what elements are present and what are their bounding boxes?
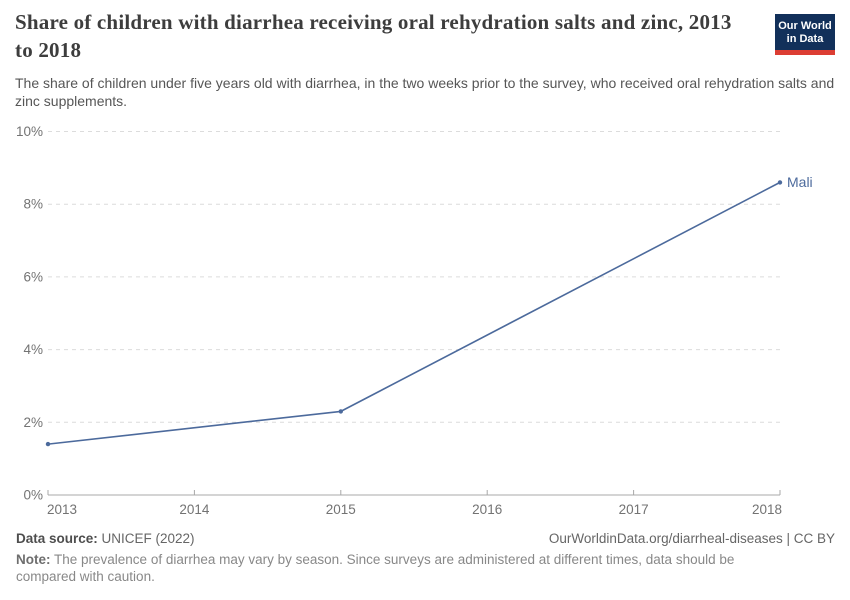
data-line[interactable] bbox=[47, 181, 781, 445]
sources-row: Data source: UNICEF (2022) OurWorldinDat… bbox=[16, 531, 835, 546]
page-title: Share of children with diarrhea receivin… bbox=[15, 10, 732, 62]
x-tick-label: 2016 bbox=[472, 502, 502, 517]
y-tick-label: 4% bbox=[23, 342, 43, 357]
y-tick-label: 0% bbox=[23, 488, 43, 503]
owid-logo-line2: in Data bbox=[786, 33, 824, 45]
owid-logo-line1: Our World bbox=[778, 20, 832, 32]
x-tick-label: 2018 bbox=[752, 502, 782, 517]
note-label: Note: bbox=[16, 552, 51, 567]
line-chart[interactable]: 0% 2% 4% 6% 8% 10% 2013 2014 2015 2016 2017 2018 Mal… bbox=[0, 118, 850, 520]
y-tick-label: 10% bbox=[16, 124, 43, 139]
chart-area: 0% 2% 4% 6% 8% 10% 2013 2014 2015 2016 2017 2018 Mal… bbox=[0, 118, 850, 520]
data-source: Data source: UNICEF (2022) bbox=[16, 531, 195, 546]
data-source-label: Data source: bbox=[16, 531, 98, 546]
data-point[interactable] bbox=[45, 441, 51, 447]
data-point[interactable] bbox=[338, 409, 343, 414]
x-tick-label: 2014 bbox=[179, 502, 210, 517]
x-tick-label: 2013 bbox=[47, 502, 77, 517]
note-text: The prevalence of diarrhea may vary by s… bbox=[16, 552, 735, 584]
y-tick-label: 6% bbox=[23, 269, 43, 284]
y-tick-label: 2% bbox=[23, 415, 43, 430]
owid-license-link[interactable]: OurWorldinData.org/diarrheal-diseases | … bbox=[548, 531, 835, 546]
series-end-label[interactable]: Mali bbox=[787, 174, 813, 190]
x-tick-label: 2017 bbox=[619, 502, 649, 517]
note-row: Note: The prevalence of diarrhea may var… bbox=[16, 551, 792, 585]
y-tick-label: 8% bbox=[23, 197, 43, 212]
data-source-value: UNICEF (2022) bbox=[97, 531, 195, 546]
chart-subtitle: The share of children under five years o… bbox=[15, 75, 835, 109]
data-point[interactable] bbox=[777, 180, 783, 185]
owid-logo[interactable]: Our World in Data bbox=[775, 14, 835, 55]
x-tick-label: 2015 bbox=[326, 502, 356, 517]
